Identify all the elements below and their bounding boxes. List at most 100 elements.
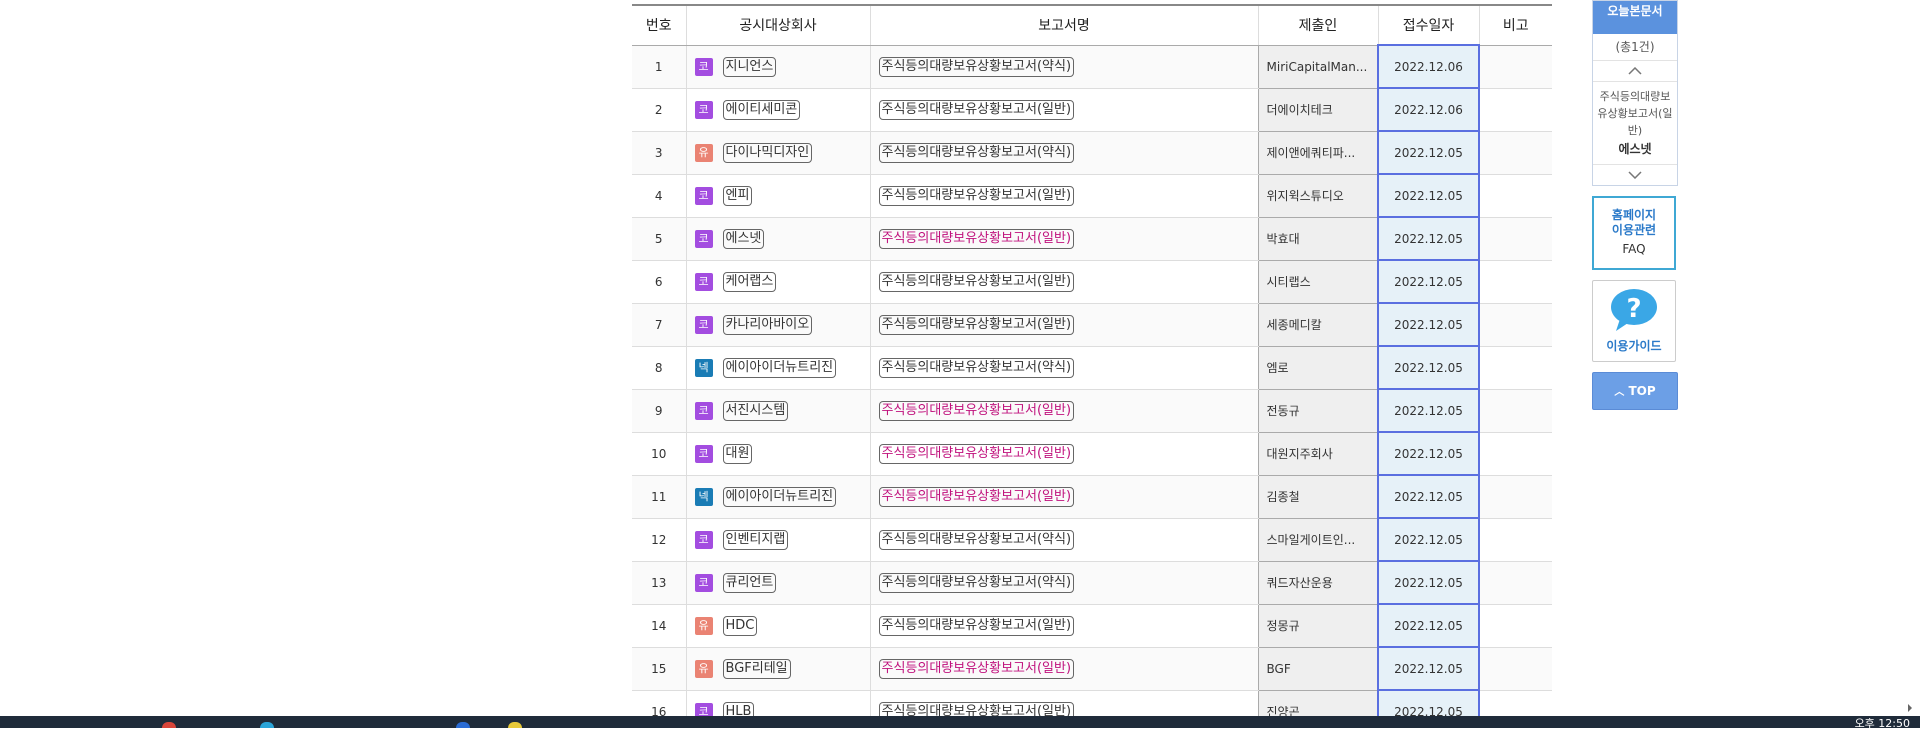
company-cell: 코 대원 [685,432,870,476]
report-link[interactable]: 주식등의대량보유상황보고서(일반) [878,443,1075,464]
submitter-cell: 박효대 [1257,216,1379,261]
report-link[interactable]: 주식등의대량보유상황보고서(일반) [878,99,1075,120]
company-link[interactable]: 에스넷 [722,228,765,249]
app-icon[interactable] [456,722,470,728]
faq-line1: 홈페이지 [1611,208,1657,222]
report-cell: 주식등의대량보유상황보고서(약식) [869,346,1258,390]
scroll-down-button[interactable] [1593,164,1677,185]
top-button[interactable]: ︿ TOP [1592,372,1678,410]
note-cell [1478,45,1552,89]
folder-icon[interactable] [508,722,522,728]
report-cell: 주식등의대량보유상황보고서(일반) [869,389,1258,433]
note-cell [1478,690,1552,716]
note-cell [1478,475,1552,519]
report-link[interactable]: 주식등의대량보유상황보고서(일반) [878,228,1075,249]
receipt-date-cell: 2022.12.05 [1377,216,1480,261]
submitter-cell: 정몽규 [1257,603,1379,648]
report-cell: 주식등의대량보유상황보고서(일반) [869,604,1258,648]
note-cell [1478,561,1552,605]
submitter-cell: 대원지주회사 [1257,431,1379,476]
report-link[interactable]: 주식등의대량보유상황보고서(일반) [878,701,1075,716]
scrollbar-arrow-right[interactable] [1906,700,1914,714]
submitter-cell: MiriCapitalMan... [1257,44,1379,89]
report-link[interactable]: 주식등의대량보유상황보고서(약식) [878,357,1075,378]
report-link[interactable]: 주식등의대량보유상황보고서(일반) [878,658,1075,679]
row-number: 5 [632,217,686,261]
caret-up-icon: ︿ [1614,387,1625,398]
table-row: 9 코 서진시스템 주식등의대량보유상황보고서(일반) 전동규 2022.12.05 [632,388,1552,433]
table-row: 15 유 BGF리테일 주식등의대량보유상황보고서(일반) BGF 2022.12.05 [632,646,1552,691]
company-link[interactable]: 엔피 [722,185,753,206]
scroll-up-button[interactable] [1593,61,1677,82]
report-link[interactable]: 주식등의대량보유상황보고서(약식) [878,142,1075,163]
report-link[interactable]: 주식등의대량보유상황보고서(약식) [878,529,1075,550]
company-link[interactable]: 지니언스 [722,56,777,77]
note-cell [1478,174,1552,218]
market-badge: 코 [694,315,713,334]
company-link[interactable]: HLB [722,701,755,716]
table-row: 1 코 지니언스 주식등의대량보유상황보고서(약식) MiriCapitalMan...… [632,44,1552,89]
company-link[interactable]: 큐리언트 [722,572,777,593]
submitter-cell: 엠로 [1257,345,1379,390]
company-cell: 유 HDC [685,604,870,648]
browser-icon[interactable] [162,722,176,728]
recently-viewed-report: 주식등의대량보유상황보고서(일반) [1597,90,1673,137]
table-row: 6 코 케어랩스 주식등의대량보유상황보고서(일반) 시티랩스 2022.12.05 [632,259,1552,304]
report-cell: 주식등의대량보유상황보고서(일반) [869,432,1258,476]
report-cell: 주식등의대량보유상황보고서(일반) [869,217,1258,261]
table-row: 8 넥 에이아이더뉴트리진 주식등의대량보유상황보고서(약식) 엠로 2022.12.05 [632,345,1552,390]
company-cell: 코 케어랩스 [685,260,870,304]
company-link[interactable]: 인벤티지랩 [722,529,789,550]
company-link[interactable]: 다이나믹디자인 [722,142,813,163]
table-row: 2 코 에이티세미콘 주식등의대량보유상황보고서(일반) 더에이치테크 2022.12.0… [632,87,1552,132]
row-number: 8 [632,346,686,390]
faq-button[interactable]: 홈페이지 이용관련 FAQ [1592,196,1676,270]
recently-viewed-box: 오늘본문서 (총1건) 주식등의대량보유상황보고서(일반) 에스넷 [1592,0,1678,186]
receipt-date-cell: 2022.12.05 [1377,388,1480,433]
receipt-date-cell: 2022.12.06 [1377,87,1480,132]
table-row: 10 코 대원 주식등의대량보유상황보고서(일반) 대원지주회사 2022.12.05 [632,431,1552,476]
market-badge: 코 [694,444,713,463]
company-cell: 코 인벤티지랩 [685,518,870,562]
company-link[interactable]: 대원 [722,443,753,464]
company-link[interactable]: 케어랩스 [722,271,777,292]
table-row: 13 코 큐리언트 주식등의대량보유상황보고서(약식) 쿼드자산운용 2022.12.05 [632,560,1552,605]
note-cell [1478,647,1552,691]
row-number: 1 [632,45,686,89]
user-guide-button[interactable]: ? 이용가이드 [1592,280,1676,362]
recently-viewed-item[interactable]: 주식등의대량보유상황보고서(일반) 에스넷 [1593,82,1677,164]
chevron-up-icon [1628,67,1642,75]
question-bubble-icon: ? [1611,289,1657,331]
company-link[interactable]: BGF리테일 [722,658,791,679]
header-report: 보고서명 [869,4,1258,46]
report-link[interactable]: 주식등의대량보유상황보고서(일반) [878,271,1075,292]
user-guide-label: 이용가이드 [1606,339,1662,353]
report-link[interactable]: 주식등의대량보유상황보고서(약식) [878,572,1075,593]
company-link[interactable]: 에이아이더뉴트리진 [722,486,837,507]
report-link[interactable]: 주식등의대량보유상황보고서(일반) [878,314,1075,335]
company-link[interactable]: 카나리아바이오 [722,314,813,335]
company-link[interactable]: 서진시스템 [722,400,789,421]
submitter-cell: 스마일게이트인... [1257,517,1379,562]
company-link[interactable]: 에이티세미콘 [722,99,801,120]
recently-viewed-count: (총1건) [1593,34,1677,61]
disclosure-table: 번호 공시대상회사 보고서명 제출인 접수일자 비고 1 코 지니언스 주식등의대량보… [632,4,1552,716]
report-link[interactable]: 주식등의대량보유상황보고서(일반) [878,185,1075,206]
company-link[interactable]: HDC [722,615,758,636]
company-cell: 코 엔피 [685,174,870,218]
edge-icon[interactable] [260,722,274,728]
table-row: 7 코 카나리아바이오 주식등의대량보유상황보고서(일반) 세종메디칼 2022.12.0… [632,302,1552,347]
report-link[interactable]: 주식등의대량보유상황보고서(일반) [878,400,1075,421]
market-badge: 코 [694,229,713,248]
report-link[interactable]: 주식등의대량보유상황보고서(일반) [878,615,1075,636]
submitter-cell: 진양곤 [1257,689,1379,716]
header-no: 번호 [632,4,686,46]
company-cell: 코 에스넷 [685,217,870,261]
company-cell: 코 서진시스템 [685,389,870,433]
company-link[interactable]: 에이아이더뉴트리진 [722,357,837,378]
receipt-date-cell: 2022.12.05 [1377,689,1480,716]
market-badge: 코 [694,573,713,592]
report-link[interactable]: 주식등의대량보유상황보고서(일반) [878,486,1075,507]
report-link[interactable]: 주식등의대량보유상황보고서(약식) [878,56,1075,77]
table-row: 3 유 다이나믹디자인 주식등의대량보유상황보고서(약식) 제이앤에쿼티파... 2022… [632,130,1552,175]
